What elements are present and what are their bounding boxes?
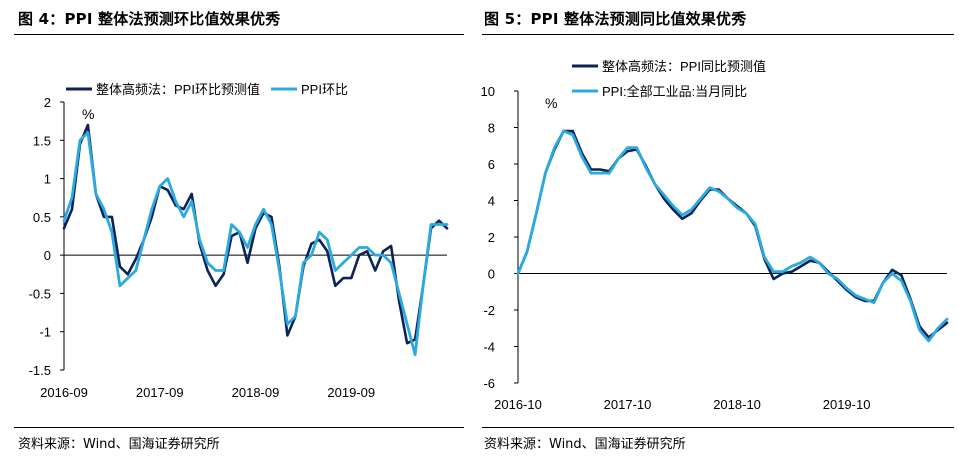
chart-title: 图 4：PPI 整体法预测环比值效果优秀 <box>18 10 281 28</box>
legend-label: 整体高频法：PPI同比预测值 <box>602 59 766 74</box>
y-tick-label: 6 <box>488 157 495 172</box>
x-tick-label: 2019-10 <box>823 397 871 412</box>
left-panel: 图 4：PPI 整体法预测环比值效果优秀 -1.5 -1 -0.5 0 0.5 1 1.5 2… <box>0 0 470 464</box>
x-tick-label: 2017-09 <box>136 385 184 400</box>
x-tick-label: 2018-10 <box>713 397 761 412</box>
x-tick-label: 2017-10 <box>604 397 652 412</box>
y-tick-label: -0.5 <box>29 286 51 301</box>
y-tick-label: -1.5 <box>29 363 51 378</box>
source-rule <box>482 427 954 428</box>
y-tick-label: 4 <box>488 194 495 209</box>
series-line-actual <box>62 131 449 357</box>
legend-label: PPI环比 <box>301 82 348 97</box>
y-tick-label: 8 <box>488 121 495 136</box>
ppi-mom-chart: -1.5 -1 -0.5 0 0.5 1 1.5 2 2016-09 2017-09 2018-09… <box>29 82 449 400</box>
y-tick-label: 2 <box>44 95 51 110</box>
y-tick-label: -1 <box>39 325 51 340</box>
y-tick-label: 2 <box>488 230 495 245</box>
title-rule <box>482 34 954 35</box>
x-tick-label: 2018-09 <box>232 385 280 400</box>
unit-label: % <box>82 106 94 122</box>
ppi-yoy-chart: -6 -4 -2 0 2 4 6 8 10 2016-10 2017-10 2018-10 2019-1… <box>481 59 949 412</box>
series-line-forecast <box>62 123 449 345</box>
y-tick-label: 0.5 <box>33 210 51 225</box>
unit-label: % <box>545 95 557 111</box>
series-line-forecast <box>516 129 949 339</box>
right-panel: 图 5：PPI 整体法预测同比值效果优秀 -6 -4 -2 0 2 4 6 8 10 2016-1… <box>478 0 959 464</box>
y-tick-label: 10 <box>481 84 495 99</box>
x-tick-label: 2016-10 <box>494 397 542 412</box>
x-tick-label: 2016-09 <box>40 385 88 400</box>
source-note: 资料来源：Wind、国海证券研究所 <box>18 437 220 452</box>
title-rule <box>14 34 464 35</box>
x-tick-label: 2019-09 <box>327 385 375 400</box>
source-note: 资料来源：Wind、国海证券研究所 <box>484 437 686 452</box>
y-tick-label: -4 <box>483 340 495 355</box>
series-line-actual <box>516 129 949 343</box>
y-tick-label: -2 <box>483 303 495 318</box>
y-tick-label: 1.5 <box>33 133 51 148</box>
legend-label: PPI:全部工业品:当月同比 <box>602 84 747 99</box>
y-tick-label: 0 <box>44 248 51 263</box>
legend-label: 整体高频法：PPI环比预测值 <box>96 82 260 97</box>
chart-title: 图 5：PPI 整体法预测同比值效果优秀 <box>484 10 747 28</box>
y-tick-label: 0 <box>488 267 495 282</box>
source-rule <box>14 427 464 428</box>
y-tick-label: 1 <box>44 172 51 187</box>
y-tick-label: -6 <box>483 376 495 391</box>
